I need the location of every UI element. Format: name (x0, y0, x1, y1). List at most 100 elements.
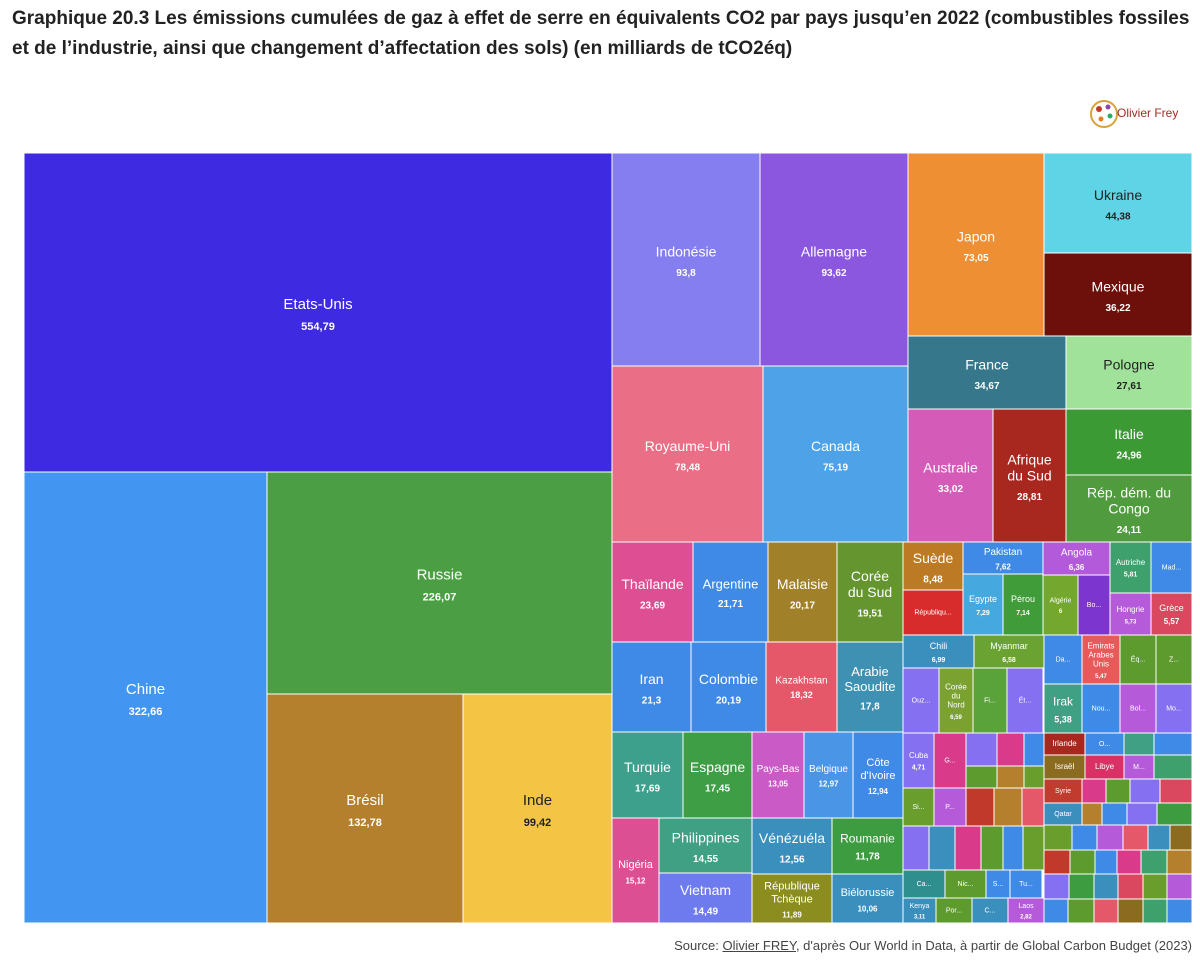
treemap-tile-label: Cuba (909, 751, 929, 760)
treemap-tile-label: P... (945, 804, 955, 811)
treemap-tile: Éq... (1119, 634, 1157, 685)
treemap-tile-rect (1043, 683, 1083, 734)
treemap-tile-label: Nic... (958, 881, 974, 888)
treemap-tile-value: 75,19 (823, 462, 848, 473)
treemap-tile-label: Australie (923, 459, 978, 475)
treemap-tile: Républiqu... (902, 589, 964, 636)
treemap-tile-label: Mad... (1162, 564, 1182, 571)
treemap-tile-label: Inde (523, 792, 552, 809)
treemap-tile-unlabeled (1142, 873, 1168, 900)
treemap-tile-rect (690, 641, 767, 733)
treemap-tile-rect (935, 897, 973, 924)
treemap-tile: Por... (935, 897, 973, 924)
treemap-tile-unlabeled (1093, 898, 1119, 924)
treemap-tile: M... (1123, 754, 1155, 780)
treemap-tile-unlabeled (996, 765, 1025, 789)
chart-title: Graphique 20.3 Les émissions cumulées de… (12, 8, 1190, 59)
treemap-tile-value: 322,66 (129, 706, 163, 718)
treemap-tile-unlabeled (1002, 825, 1024, 871)
treemap-tile-label: Brésil (346, 792, 384, 809)
treemap-tile-value: 3,11 (914, 914, 926, 920)
treemap-tile: Biélorussie 10,06 (831, 873, 904, 924)
treemap-tile-label: Egypte (969, 594, 997, 604)
treemap-tile: Z... (1155, 634, 1193, 685)
treemap-tile: Italie 24,96 (1065, 408, 1193, 476)
treemap-tile: Argentine 21,71 (692, 541, 769, 643)
treemap-tile: Syrie (1043, 778, 1083, 804)
treemap-tile-unlabeled (1153, 732, 1193, 756)
treemap-tile: Grèce 5,57 (1150, 592, 1193, 636)
treemap-tile-value: 23,69 (640, 600, 665, 611)
treemap-tile-label: C... (985, 907, 996, 914)
treemap-tile: G... (933, 732, 967, 789)
treemap-tile-value: 11,78 (855, 852, 880, 863)
treemap-tile-label: Colombie (699, 671, 758, 687)
treemap-tile-value: 20,19 (716, 695, 741, 706)
treemap-tile-unlabeled (1022, 825, 1045, 871)
treemap-tile-unlabeled (1140, 849, 1168, 875)
treemap-tile-label: Grèce (1159, 603, 1184, 613)
treemap-tile: Russie 226,07 (266, 471, 613, 695)
treemap-tile-rect (1109, 592, 1152, 636)
treemap-tile-rect (1123, 754, 1155, 780)
treemap-tile-unlabeled (1043, 824, 1073, 851)
treemap-tile-value: 21,71 (718, 599, 743, 610)
treemap-tile-unlabeled (1117, 898, 1144, 924)
treemap-tile-rect (938, 667, 974, 734)
treemap-tile: Ouz... (902, 667, 940, 734)
treemap-tile-value: 17,69 (635, 783, 660, 794)
treemap-tile-label: Chine (126, 681, 165, 698)
treemap-tile: Da... (1043, 634, 1083, 685)
treemap-tile: Algérie 6 (1042, 574, 1079, 636)
treemap-tile: Côte d'Ivoire 12,94 (852, 731, 904, 819)
treemap-tile-label: Libye (1095, 762, 1115, 771)
treemap-tile-label: Emirats Arabes Unis (1087, 641, 1114, 668)
treemap-tile-rect (611, 541, 694, 643)
treemap-tile-label: Roumanie (840, 831, 895, 845)
treemap-tile: Philippines 14,55 (658, 817, 753, 874)
treemap-tile-rect (902, 589, 964, 636)
treemap-tile-value: 93,62 (821, 268, 846, 279)
treemap-tile-unlabeled (1153, 754, 1193, 780)
treemap-tile-rect (658, 872, 753, 924)
treemap-tile-unlabeled (954, 825, 982, 871)
treemap-tile-value: 18,32 (790, 690, 813, 700)
treemap-tile-unlabeled (1166, 898, 1193, 924)
treemap-tile-rect (765, 641, 838, 733)
treemap-tile-rect (266, 693, 464, 924)
treemap-tile: Suède 8,48 (902, 541, 964, 591)
treemap-tile: Ca... (902, 869, 946, 899)
treemap-tile: Pakistan 7,62 (962, 541, 1044, 575)
treemap-tile: Cuba 4,71 (902, 732, 935, 789)
logo-icon (1090, 100, 1118, 128)
treemap-tile-rect (902, 541, 964, 591)
treemap-tile: Espagne 17,45 (682, 731, 753, 819)
treemap-tile-rect (611, 641, 692, 733)
treemap-tile-label: Myanmar (990, 641, 1028, 651)
treemap-tile-label: Bo... (1087, 602, 1101, 609)
treemap-tile: Arabie Saoudite 17,8 (836, 641, 904, 733)
treemap-tile-unlabeled (980, 825, 1004, 871)
treemap-tile: O... (1084, 732, 1125, 756)
treemap-tile-unlabeled (1069, 849, 1096, 875)
treemap-tile-value: 7,62 (995, 562, 1011, 571)
treemap-tile: Irlande (1043, 732, 1086, 756)
treemap-tile-unlabeled (1068, 873, 1095, 900)
treemap-tile-rect (1065, 474, 1193, 543)
treemap-tile-value: 20,17 (790, 600, 815, 611)
treemap-tile-unlabeled (1043, 873, 1070, 900)
treemap-tile-label: Vénézuéla (759, 830, 825, 846)
treemap-tile: P... (933, 787, 967, 827)
treemap-tile-rect (1065, 335, 1193, 410)
treemap-tile-value: 6 (1059, 609, 1063, 615)
treemap-tile-unlabeled (1067, 898, 1095, 924)
treemap-tile-label: S... (993, 881, 1004, 888)
treemap-tile-unlabeled (965, 732, 998, 767)
source-author-link[interactable]: Olivier FREY (722, 938, 796, 953)
treemap-tile-label: Éq... (1131, 654, 1145, 663)
treemap-tile-value: 24,96 (1116, 450, 1141, 461)
treemap-tile-unlabeled (1147, 824, 1171, 851)
treemap-tile-rect (658, 817, 753, 874)
treemap-tile-label: Irak (1053, 695, 1074, 709)
treemap-tile-label: Kenya (910, 903, 930, 910)
